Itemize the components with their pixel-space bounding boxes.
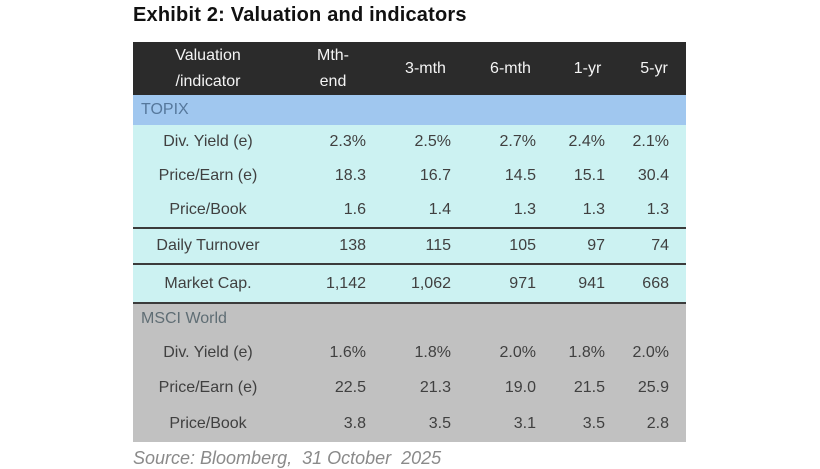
cell-value: 1.3: [622, 193, 686, 228]
cell-value: 1.8%: [383, 334, 468, 371]
cell-value: 3.5: [383, 405, 468, 442]
table-row: Price/Book 1.6 1.4 1.3 1.3 1.3: [133, 193, 686, 228]
table-row: Div. Yield (e) 2.3% 2.5% 2.7% 2.4% 2.1%: [133, 125, 686, 159]
header-valuation-indicator: Valuation /indicator: [133, 42, 283, 95]
section-label: MSCI World: [133, 302, 686, 334]
cell-value: 3.8: [283, 405, 383, 442]
section-band-msci-world: MSCI World: [133, 302, 686, 334]
cell-value: 2.7%: [468, 125, 553, 159]
section-topix: TOPIX Div. Yield (e) 2.3% 2.5% 2.7% 2.4%…: [133, 95, 686, 303]
cell-value: 2.0%: [468, 334, 553, 371]
cell-value: 115: [383, 227, 468, 264]
row-label: Price/Book: [133, 193, 283, 228]
table-row: Price/Book 3.8 3.5 3.1 3.5 2.8: [133, 405, 686, 442]
header-5yr: 5-yr: [622, 42, 686, 95]
section-msci-world: MSCI World Div. Yield (e) 1.6% 1.8% 2.0%…: [133, 302, 686, 442]
cell-value: 2.5%: [383, 125, 468, 159]
table-row: Price/Earn (e) 18.3 16.7 14.5 15.1 30.4: [133, 159, 686, 193]
cell-value: 1.3: [553, 193, 622, 228]
source-note: Source: Bloomberg, 31 October 2025: [133, 448, 442, 468]
row-label: Div. Yield (e): [133, 334, 283, 371]
cell-value: 2.3%: [283, 125, 383, 159]
table-row: Price/Earn (e) 22.5 21.3 19.0 21.5 25.9: [133, 371, 686, 405]
exhibit-container: Exhibit 2: Valuation and indicators Valu…: [133, 4, 693, 469]
cell-value: 105: [468, 227, 553, 264]
cell-value: 97: [553, 227, 622, 264]
header-6mth: 6-mth: [468, 42, 553, 95]
cell-value: 22.5: [283, 371, 383, 405]
cell-value: 3.5: [553, 405, 622, 442]
cell-value: 18.3: [283, 159, 383, 193]
cell-value: 941: [553, 263, 622, 303]
cell-value: 971: [468, 263, 553, 303]
row-label: Market Cap.: [133, 263, 283, 303]
header-3mth: 3-mth: [383, 42, 468, 95]
cell-value: 74: [622, 227, 686, 264]
header-1yr: 1-yr: [553, 42, 622, 95]
cell-value: 1,142: [283, 263, 383, 303]
row-label: Price/Earn (e): [133, 159, 283, 193]
cell-value: 2.8: [622, 405, 686, 442]
cell-value: 138: [283, 227, 383, 264]
row-label: Price/Book: [133, 405, 283, 442]
cell-value: 2.0%: [622, 334, 686, 371]
cell-value: 1.6: [283, 193, 383, 228]
cell-value: 14.5: [468, 159, 553, 193]
section-label: TOPIX: [133, 95, 686, 125]
valuation-table: Valuation /indicator Mth- end 3-mth 6-mt…: [133, 42, 686, 442]
cell-value: 1.4: [383, 193, 468, 228]
row-label: Div. Yield (e): [133, 125, 283, 159]
row-label: Daily Turnover: [133, 227, 283, 264]
cell-value: 16.7: [383, 159, 468, 193]
cell-value: 1.3: [468, 193, 553, 228]
exhibit-title: Exhibit 2: Valuation and indicators: [133, 4, 467, 26]
cell-value: 19.0: [468, 371, 553, 405]
cell-value: 21.5: [553, 371, 622, 405]
header-row: Valuation /indicator Mth- end 3-mth 6-mt…: [133, 42, 686, 95]
table-row: Market Cap. 1,142 1,062 971 941 668: [133, 263, 686, 303]
cell-value: 15.1: [553, 159, 622, 193]
cell-value: 21.3: [383, 371, 468, 405]
cell-value: 3.1: [468, 405, 553, 442]
cell-value: 1,062: [383, 263, 468, 303]
section-band-topix: TOPIX: [133, 95, 686, 125]
row-label: Price/Earn (e): [133, 371, 283, 405]
cell-value: 2.1%: [622, 125, 686, 159]
header-mth-end: Mth- end: [283, 42, 383, 95]
cell-value: 30.4: [622, 159, 686, 193]
table-header: Valuation /indicator Mth- end 3-mth 6-mt…: [133, 42, 686, 95]
cell-value: 668: [622, 263, 686, 303]
cell-value: 1.8%: [553, 334, 622, 371]
table-row: Div. Yield (e) 1.6% 1.8% 2.0% 1.8% 2.0%: [133, 334, 686, 371]
cell-value: 2.4%: [553, 125, 622, 159]
table-row: Daily Turnover 138 115 105 97 74: [133, 227, 686, 264]
cell-value: 25.9: [622, 371, 686, 405]
cell-value: 1.6%: [283, 334, 383, 371]
